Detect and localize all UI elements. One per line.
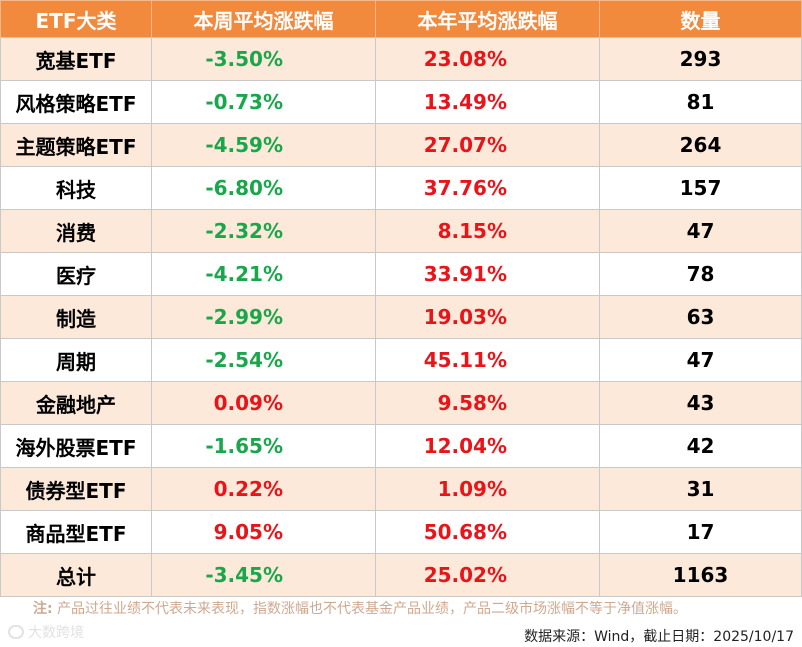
week-change-cell: -6.80% [151,166,376,210]
year-change-cell: 9.58% [375,381,600,425]
count-cell: 63 [599,295,802,339]
week-change-cell: -3.50% [151,37,376,81]
table-row: 风格策略ETF -0.73% 13.49% 81 [0,80,802,124]
week-change-cell: -1.65% [151,424,376,468]
note-text: 产品过往业绩不代表未来表现，指数涨幅也不代表基金产品业绩，产品二级市场涨幅不等于… [57,601,688,617]
week-change-cell: -3.45% [151,553,376,597]
watermark-logo-icon [8,625,24,639]
disclaimer-note: 注: 产品过往业绩不代表未来表现，指数涨幅也不代表基金产品业绩，产品二级市场涨幅… [33,598,687,618]
data-source: 数据来源：Wind，截止日期：2025/10/17 [524,629,794,645]
count-cell: 43 [599,381,802,425]
watermark-logo: 大数跨境 [8,622,84,642]
category-cell: 制造 [0,295,152,339]
week-change-cell: 0.09% [151,381,376,425]
week-change-cell: -2.32% [151,209,376,253]
week-change-cell: -2.54% [151,338,376,382]
watermark-text: 大数跨境 [28,625,84,641]
category-cell: 宽基ETF [0,37,152,81]
table-row: 周期 -2.54% 45.11% 47 [0,338,802,382]
table-row: 债券型ETF 0.22% 1.09% 31 [0,467,802,511]
count-cell: 31 [599,467,802,511]
category-cell: 海外股票ETF [0,424,152,468]
year-change-cell: 1.09% [375,467,600,511]
category-cell: 风格策略ETF [0,80,152,124]
year-change-cell: 12.04% [375,424,600,468]
header-week-change: 本周平均涨跌幅 [151,0,376,38]
table-row: 海外股票ETF -1.65% 12.04% 42 [0,424,802,468]
category-cell: 金融地产 [0,381,152,425]
etf-performance-table: ETF大类 本周平均涨跌幅 本年平均涨跌幅 数量 宽基ETF -3.50% 23.0… [0,0,802,597]
table-row: 制造 -2.99% 19.03% 63 [0,295,802,339]
count-cell: 264 [599,123,802,167]
year-change-cell: 13.49% [375,80,600,124]
table-row: 总计 -3.45% 25.02% 1163 [0,553,802,597]
category-cell: 债券型ETF [0,467,152,511]
week-change-cell: -0.73% [151,80,376,124]
year-change-cell: 19.03% [375,295,600,339]
count-cell: 17 [599,510,802,554]
category-cell: 商品型ETF [0,510,152,554]
note-label: 注: [33,601,53,617]
week-change-cell: 0.22% [151,467,376,511]
week-change-cell: -4.21% [151,252,376,296]
table-row: 商品型ETF 9.05% 50.68% 17 [0,510,802,554]
year-change-cell: 37.76% [375,166,600,210]
count-cell: 78 [599,252,802,296]
table-row: 金融地产 0.09% 9.58% 43 [0,381,802,425]
count-cell: 47 [599,338,802,382]
week-change-cell: -4.59% [151,123,376,167]
year-change-cell: 33.91% [375,252,600,296]
header-category: ETF大类 [0,0,152,38]
category-cell: 主题策略ETF [0,123,152,167]
count-cell: 293 [599,37,802,81]
count-cell: 47 [599,209,802,253]
count-cell: 81 [599,80,802,124]
year-change-cell: 8.15% [375,209,600,253]
category-cell: 周期 [0,338,152,382]
year-change-cell: 23.08% [375,37,600,81]
table-row: 消费 -2.32% 8.15% 47 [0,209,802,253]
category-cell: 总计 [0,553,152,597]
table-row: 医疗 -4.21% 33.91% 78 [0,252,802,296]
table-row: 科技 -6.80% 37.76% 157 [0,166,802,210]
header-count: 数量 [599,0,802,38]
year-change-cell: 27.07% [375,123,600,167]
count-cell: 157 [599,166,802,210]
week-change-cell: 9.05% [151,510,376,554]
category-cell: 消费 [0,209,152,253]
week-change-cell: -2.99% [151,295,376,339]
count-cell: 1163 [599,553,802,597]
year-change-cell: 45.11% [375,338,600,382]
year-change-cell: 50.68% [375,510,600,554]
count-cell: 42 [599,424,802,468]
table-body: 宽基ETF -3.50% 23.08% 293 风格策略ETF -0.73% 13.49% 8… [0,37,802,597]
table-row: 宽基ETF -3.50% 23.08% 293 [0,37,802,81]
table-row: 主题策略ETF -4.59% 27.07% 264 [0,123,802,167]
category-cell: 科技 [0,166,152,210]
year-change-cell: 25.02% [375,553,600,597]
header-year-change: 本年平均涨跌幅 [375,0,600,38]
category-cell: 医疗 [0,252,152,296]
table-header-row: ETF大类 本周平均涨跌幅 本年平均涨跌幅 数量 [0,0,802,38]
